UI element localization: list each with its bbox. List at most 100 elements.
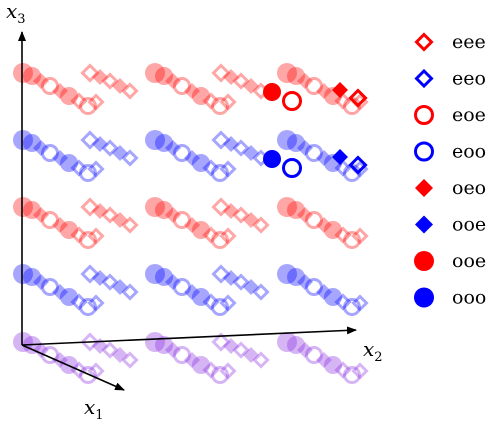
legend-item: ooe	[414, 250, 486, 272]
lattice-diamond	[70, 92, 88, 110]
lattice-circle	[13, 63, 33, 83]
lattice-diamond	[316, 217, 332, 233]
lattice-diamond	[211, 332, 231, 352]
lattice-diamond	[165, 73, 181, 89]
lattice-diamond	[52, 217, 68, 233]
lattice-cell	[277, 130, 369, 182]
lattice-circle	[277, 130, 297, 150]
lattice-circle	[23, 67, 41, 85]
lattice-diamond	[202, 293, 220, 311]
lattice-diamond	[232, 72, 250, 90]
lattice-diamond	[80, 63, 100, 83]
legend-label: eeo	[452, 68, 486, 90]
lattice-circle	[173, 346, 191, 364]
lattice-circle	[343, 366, 361, 384]
lattice-cell	[211, 332, 270, 369]
lattice-circle	[305, 211, 323, 229]
lattice-diamond	[243, 145, 259, 161]
lattice-diamond	[33, 342, 49, 358]
lattice-diamond	[223, 136, 239, 152]
lattice-circle	[211, 164, 229, 182]
highlighted-group	[263, 149, 368, 178]
lattice-diamond	[121, 149, 139, 167]
lattice-cell	[80, 332, 139, 369]
lattice-diamond	[80, 264, 100, 284]
lattice-diamond	[101, 206, 119, 224]
x3-axis-label: x3	[6, 0, 26, 27]
lattice-cell	[80, 63, 139, 100]
lattice-circle	[79, 366, 97, 384]
lattice-diamond	[243, 347, 259, 363]
lattice-diamond	[219, 93, 237, 111]
lattice-cell	[13, 130, 105, 182]
lattice-diamond	[70, 293, 88, 311]
lattice-circle	[211, 298, 229, 316]
lattice-circle	[277, 197, 297, 217]
lattice-diamond	[211, 264, 231, 284]
lattice-diamond	[243, 279, 259, 295]
lattice-diamond	[223, 270, 239, 286]
lattice-circle	[173, 278, 191, 296]
lattice-diamond	[219, 362, 237, 380]
lattice-cell	[145, 264, 237, 316]
highlight-solid-diamond	[332, 82, 348, 98]
lattice-cell	[277, 63, 369, 115]
lattice-diamond	[87, 160, 105, 178]
lattice-diamond	[297, 207, 313, 223]
lattice-cell	[211, 63, 270, 100]
lattice-diamond	[101, 72, 119, 90]
lattice-diamond	[297, 274, 313, 290]
lattice-diamond	[80, 130, 100, 150]
lattice-cell	[145, 130, 237, 182]
lattice-circle	[211, 97, 229, 115]
lattice-diamond	[112, 279, 128, 295]
lattice-circle	[305, 278, 323, 296]
lattice-cell	[277, 197, 369, 249]
legend-diamond-marker	[414, 32, 434, 52]
legend-circle-marker	[414, 287, 434, 308]
lattice-circle	[41, 346, 59, 364]
lattice-circle	[192, 288, 210, 306]
lattice-diamond	[184, 284, 200, 300]
lattice-points	[13, 63, 369, 384]
lattice-diamond	[52, 83, 68, 99]
lattice-circle	[173, 77, 191, 95]
lattice-diamond	[87, 227, 105, 245]
lattice-circle	[13, 264, 33, 284]
lattice-diamond	[184, 83, 200, 99]
lattice-diamond	[351, 362, 369, 380]
lattice-circle	[155, 336, 173, 354]
legend-circle-marker	[414, 105, 434, 125]
lattice-diamond	[52, 284, 68, 300]
lattice-diamond	[243, 78, 259, 94]
highlight-open-circle	[282, 91, 302, 111]
legend-diamond-marker	[415, 179, 433, 197]
lattice-diamond	[165, 342, 181, 358]
lattice-diamond	[33, 207, 49, 223]
lattice-diamond	[252, 216, 270, 234]
lattice-circle	[324, 356, 342, 374]
lattice-circle	[287, 67, 305, 85]
lattice-diamond	[297, 73, 313, 89]
lattice-diamond	[121, 351, 139, 369]
lattice-diamond	[80, 197, 100, 217]
lattice-diamond	[165, 140, 181, 156]
lattice-diamond	[232, 206, 250, 224]
lattice-diamond	[211, 63, 231, 83]
lattice-cell	[277, 264, 369, 316]
lattice-diamond	[33, 73, 49, 89]
lattice-circle	[155, 201, 173, 219]
legend-label: ooe	[452, 250, 486, 272]
lattice-cell	[277, 332, 369, 384]
lattice-diamond	[219, 160, 237, 178]
lattice-circle	[192, 356, 210, 374]
lattice-circle	[23, 201, 41, 219]
lattice-cell	[145, 63, 237, 115]
lattice-diamond	[351, 227, 369, 245]
lattice-diamond	[223, 69, 239, 85]
lattice-diamond	[223, 338, 239, 354]
lattice-circle	[192, 221, 210, 239]
lattice-diamond	[297, 342, 313, 358]
lattice-circle	[287, 201, 305, 219]
